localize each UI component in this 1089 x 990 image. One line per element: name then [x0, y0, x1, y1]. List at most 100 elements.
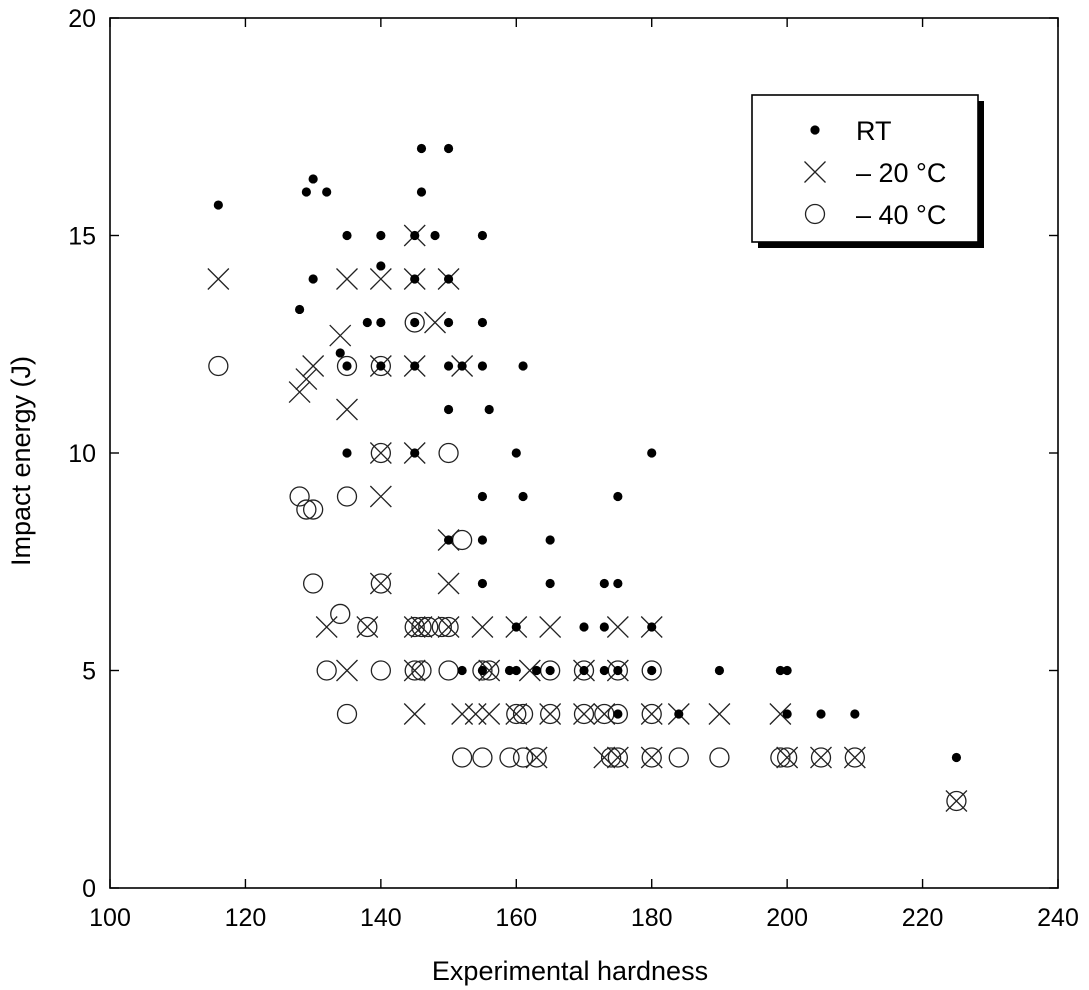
point-minus40c — [573, 660, 595, 681]
point-rt — [484, 404, 494, 415]
point-minus40c — [336, 355, 358, 377]
legend-label: – 20 °C — [856, 158, 946, 188]
point-minus20c — [593, 703, 616, 725]
point-minus20c — [336, 659, 358, 682]
point-rt — [613, 709, 623, 719]
point-minus40c — [641, 703, 662, 725]
legend-marker — [804, 203, 826, 225]
x-tick-label: 180 — [631, 904, 673, 932]
point-minus40c — [641, 660, 662, 681]
point-minus40c — [418, 616, 439, 638]
point-rt — [674, 709, 684, 719]
point-minus40c — [370, 442, 392, 464]
point-rt — [545, 535, 555, 545]
point-minus40c — [208, 355, 229, 377]
point-rt — [301, 187, 311, 197]
point-rt — [443, 361, 454, 371]
point-rt — [511, 622, 521, 632]
point-minus20c — [437, 572, 460, 595]
point-minus20c — [410, 616, 433, 638]
x-tick-label: 160 — [495, 904, 537, 932]
point-minus20c — [843, 746, 866, 769]
point-rt — [443, 274, 454, 284]
point-rt — [545, 665, 555, 676]
point-minus40c — [512, 747, 534, 768]
series-minus20c — [207, 224, 968, 812]
series-rt — [213, 143, 962, 763]
point-minus40c — [411, 616, 432, 638]
point-minus20c — [539, 616, 562, 638]
y-tick-label: 15 — [68, 223, 96, 251]
point-minus40c — [336, 703, 358, 725]
y-tick-label: 20 — [68, 5, 96, 33]
point-minus40c — [526, 747, 547, 768]
point-minus40c — [607, 703, 629, 725]
point-minus40c — [370, 573, 392, 594]
point-minus40c — [438, 660, 459, 681]
data-marks — [207, 143, 968, 812]
point-minus40c — [302, 499, 324, 520]
point-minus40c — [451, 747, 473, 768]
point-minus40c — [776, 747, 798, 768]
point-rt — [376, 317, 386, 328]
legend-marker — [810, 125, 820, 135]
point-rt — [308, 174, 318, 184]
x-tick-label: 200 — [766, 904, 808, 932]
point-minus20c — [525, 746, 548, 769]
legend-label: RT — [856, 116, 892, 146]
point-minus20c — [403, 616, 426, 638]
point-rt — [504, 665, 515, 676]
point-minus20c — [295, 368, 318, 391]
point-rt — [545, 578, 555, 589]
point-rt — [599, 578, 609, 589]
point-minus40c — [404, 312, 425, 333]
point-minus40c — [770, 747, 791, 768]
x-tick-label: 140 — [360, 904, 402, 932]
point-rt — [443, 535, 454, 545]
point-rt — [342, 230, 352, 241]
point-rt — [613, 578, 623, 589]
point-rt — [443, 404, 454, 415]
point-minus40c — [499, 747, 520, 768]
point-minus20c — [336, 268, 358, 290]
point-minus40c — [316, 660, 337, 681]
point-minus20c — [810, 746, 832, 769]
point-rt — [647, 665, 657, 676]
point-rt — [714, 665, 725, 676]
legend-marker — [804, 161, 826, 183]
point-minus20c — [369, 485, 392, 508]
point-rt — [816, 709, 826, 719]
point-rt — [613, 491, 623, 502]
point-rt — [443, 143, 454, 154]
point-rt — [782, 709, 792, 719]
point-rt — [518, 361, 528, 371]
point-minus20c — [606, 616, 629, 638]
point-minus40c — [289, 486, 310, 507]
point-rt — [430, 230, 440, 241]
point-minus40c — [472, 747, 493, 768]
point-minus40c — [438, 442, 459, 464]
y-tick-label: 0 — [82, 875, 96, 903]
point-minus20c — [640, 746, 663, 769]
legend-label: – 40 °C — [856, 200, 946, 230]
point-minus20c — [471, 616, 494, 638]
point-minus40c — [641, 747, 662, 768]
point-minus40c — [709, 747, 730, 768]
point-minus20c — [478, 659, 501, 682]
point-rt — [335, 348, 345, 358]
point-minus20c — [640, 703, 663, 725]
point-minus40c — [810, 747, 832, 768]
legend: RT – 20 °C – 40 °C — [751, 94, 984, 248]
point-rt — [376, 361, 386, 371]
point-minus40c — [600, 747, 622, 768]
point-rt — [477, 491, 488, 502]
point-rt — [342, 361, 352, 371]
point-rt — [410, 361, 420, 371]
point-minus20c — [207, 268, 230, 290]
point-minus40c — [370, 355, 392, 377]
point-minus40c — [844, 747, 866, 768]
point-rt — [213, 200, 223, 210]
point-minus40c — [404, 660, 425, 681]
point-rt — [410, 317, 420, 328]
point-minus40c — [573, 703, 595, 725]
